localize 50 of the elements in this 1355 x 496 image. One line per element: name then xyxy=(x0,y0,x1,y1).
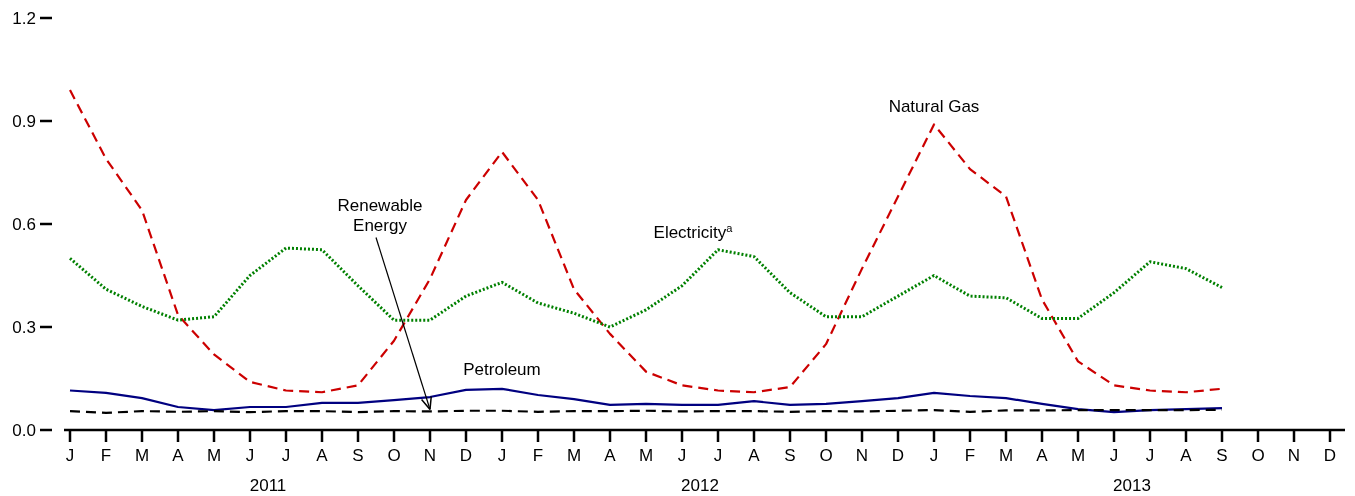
x-tick-label: D xyxy=(891,446,905,465)
x-tick-label: F xyxy=(964,446,976,465)
x-tick-label: A xyxy=(748,446,761,465)
x-tick-label: M xyxy=(1070,446,1086,465)
x-tick-label: A xyxy=(1180,446,1193,465)
text: 2011 xyxy=(249,476,287,495)
x-tick-label: O xyxy=(819,446,833,465)
x-tick-label: M xyxy=(638,446,654,465)
x-tick-label: J xyxy=(1109,446,1119,465)
x-tick-label: J xyxy=(65,446,75,465)
text: 2012 xyxy=(681,476,719,495)
x-tick-label: J xyxy=(929,446,939,465)
x-tick-label: S xyxy=(352,446,364,465)
y-tick-label: 0.3 xyxy=(12,317,36,337)
x-tick-label: A xyxy=(316,446,329,465)
x-tick-label: J xyxy=(713,446,723,465)
text: 2013 xyxy=(1113,476,1151,495)
x-tick-label: J xyxy=(1145,446,1155,465)
y-tick-label: 0.0 xyxy=(12,420,36,440)
text: Renewable Energy xyxy=(337,196,423,236)
x-tick-label: J xyxy=(677,446,687,465)
x-tick-label: M xyxy=(566,446,582,465)
x-tick-label: A xyxy=(604,446,617,465)
x-tick-label: S xyxy=(784,446,796,465)
x-tick-label: J xyxy=(497,446,507,465)
x-tick-label: N xyxy=(1287,446,1301,465)
x-tick-label: J xyxy=(281,446,291,465)
line-series xyxy=(68,246,1224,329)
x-tick-label: O xyxy=(1251,446,1265,465)
x-tick-label: N xyxy=(855,446,869,465)
y-tick-label: 0.6 xyxy=(12,214,36,234)
x-tick-label: M xyxy=(998,446,1014,465)
x-tick-label: D xyxy=(459,446,473,465)
x-tick-label: M xyxy=(134,446,150,465)
x-tick-label: F xyxy=(532,446,544,465)
x-tick-label: O xyxy=(387,446,401,465)
x-tick-label: S xyxy=(1216,446,1228,465)
x-tick-label: M xyxy=(206,446,222,465)
x-tick-label: D xyxy=(1323,446,1337,465)
x-tick-label: N xyxy=(423,446,437,465)
series-label: Natural Gas xyxy=(888,97,980,117)
x-tick-label: J xyxy=(245,446,255,465)
y-tick-label: 0.9 xyxy=(12,111,36,131)
x-tick-label: A xyxy=(1036,446,1049,465)
x-tick-label: A xyxy=(172,446,185,465)
series-label: Electricity$^{a}$ xyxy=(653,221,734,242)
x-tick-label: F xyxy=(100,446,112,465)
series-label: Petroleum xyxy=(463,359,541,379)
y-tick-label: 1.2 xyxy=(12,8,36,28)
line-series xyxy=(68,387,1224,414)
